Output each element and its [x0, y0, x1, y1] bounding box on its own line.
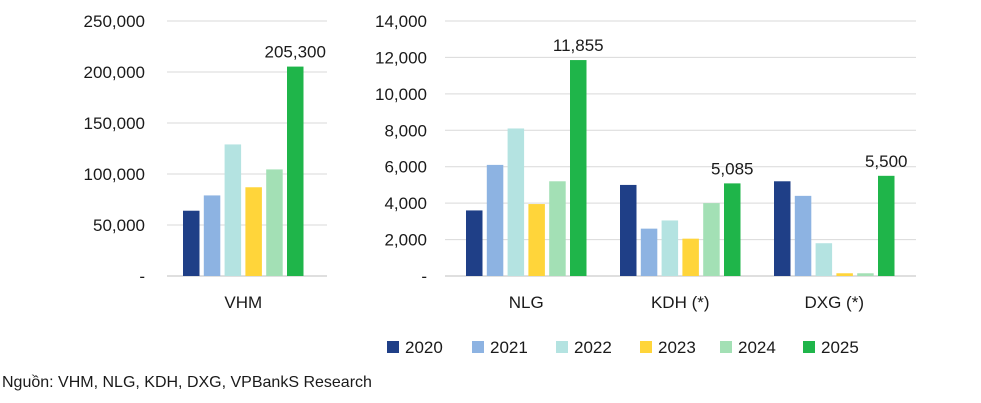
legend-label-2020: 2020: [405, 338, 443, 357]
legend-label-2025: 2025: [821, 338, 859, 357]
bar-nlg-2024: [549, 181, 566, 276]
bar-nlg-2023: [528, 204, 545, 276]
bar-kdh-2023: [682, 238, 699, 276]
panel2-y-tick-label: 4,000: [384, 194, 427, 213]
panel1-y-tick-label: 200,000: [84, 63, 145, 82]
bar-kdh-2025: [724, 183, 741, 276]
legend-swatch-2020: [387, 341, 399, 353]
category-label-kdh: KDH (*): [651, 293, 710, 312]
legend-swatch-2022: [556, 341, 568, 353]
bar-vhm-2021: [203, 195, 221, 276]
bars: [183, 60, 895, 277]
legend-label-2023: 2023: [658, 338, 696, 357]
data-label-vhm: 205,300: [265, 43, 326, 62]
bar-vhm-2024: [266, 169, 283, 276]
panel2-y-tick-label: 8,000: [384, 121, 427, 140]
bar-nlg-2025: [570, 60, 587, 276]
legend-swatch-2021: [472, 341, 484, 353]
bar-chart: 250,000 200,000 150,000 100,000 50,000 - VHM 20…: [84, 12, 916, 357]
bar-nlg-2020: [466, 210, 483, 276]
legend-swatch-2024: [720, 341, 732, 353]
panel1-y-tick-label: 150,000: [84, 114, 145, 133]
bar-kdh-2020: [620, 184, 637, 276]
legend-label-2024: 2024: [738, 338, 776, 357]
legend-swatch-2023: [640, 341, 652, 353]
legend-swatch-2025: [803, 341, 815, 353]
bar-dxg-2024: [857, 273, 874, 276]
panel2-y-tick-label: 14,000: [375, 12, 427, 31]
panel1-y-tick-label: -: [139, 267, 145, 286]
category-label-vhm: VHM: [224, 293, 262, 312]
labels: 250,000 200,000 150,000 100,000 50,000 - VHM 20…: [84, 12, 908, 312]
bar-dxg-2023: [836, 273, 853, 276]
panel2-y-tick-label: 2,000: [384, 231, 427, 250]
legend-label-2021: 2021: [490, 338, 528, 357]
panel2-y-tick-label: 12,000: [375, 48, 427, 67]
data-label-dxg: 5,500: [865, 152, 908, 171]
category-label-nlg: NLG: [509, 293, 544, 312]
bar-kdh-2024: [703, 203, 720, 276]
panel2-y-tick-label: 10,000: [375, 85, 427, 104]
legend-label-2022: 2022: [574, 338, 612, 357]
bar-vhm-2022: [224, 144, 242, 276]
data-label-nlg: 11,855: [553, 36, 604, 55]
panel1-y-tick-label: 100,000: [84, 165, 145, 184]
bar-dxg-2020: [774, 181, 791, 276]
bar-vhm-2023: [245, 187, 262, 276]
panel2-y-tick-label: 6,000: [384, 158, 427, 177]
bar-kdh-2022: [661, 220, 679, 276]
bar-dxg-2025: [878, 175, 895, 276]
legend: 2020 2021 2022 2023 2024 2025: [387, 338, 859, 357]
bar-nlg-2021: [486, 164, 504, 276]
data-label-kdh: 5,085: [711, 159, 754, 178]
panel2-y-tick-label: -: [421, 267, 427, 286]
bar-dxg-2021: [794, 195, 812, 276]
bar-dxg-2022: [815, 243, 833, 276]
panel1-y-tick-label: 50,000: [93, 216, 145, 235]
source-note: Nguồn: VHM, NLG, KDH, DXG, VPBankS Resea…: [2, 374, 372, 391]
bar-nlg-2022: [507, 128, 525, 276]
bar-vhm-2025: [287, 66, 304, 277]
panel1-y-tick-label: 250,000: [84, 12, 145, 31]
bar-kdh-2021: [640, 228, 658, 276]
bar-vhm-2020: [183, 210, 200, 276]
category-label-dxg: DXG (*): [805, 293, 865, 312]
